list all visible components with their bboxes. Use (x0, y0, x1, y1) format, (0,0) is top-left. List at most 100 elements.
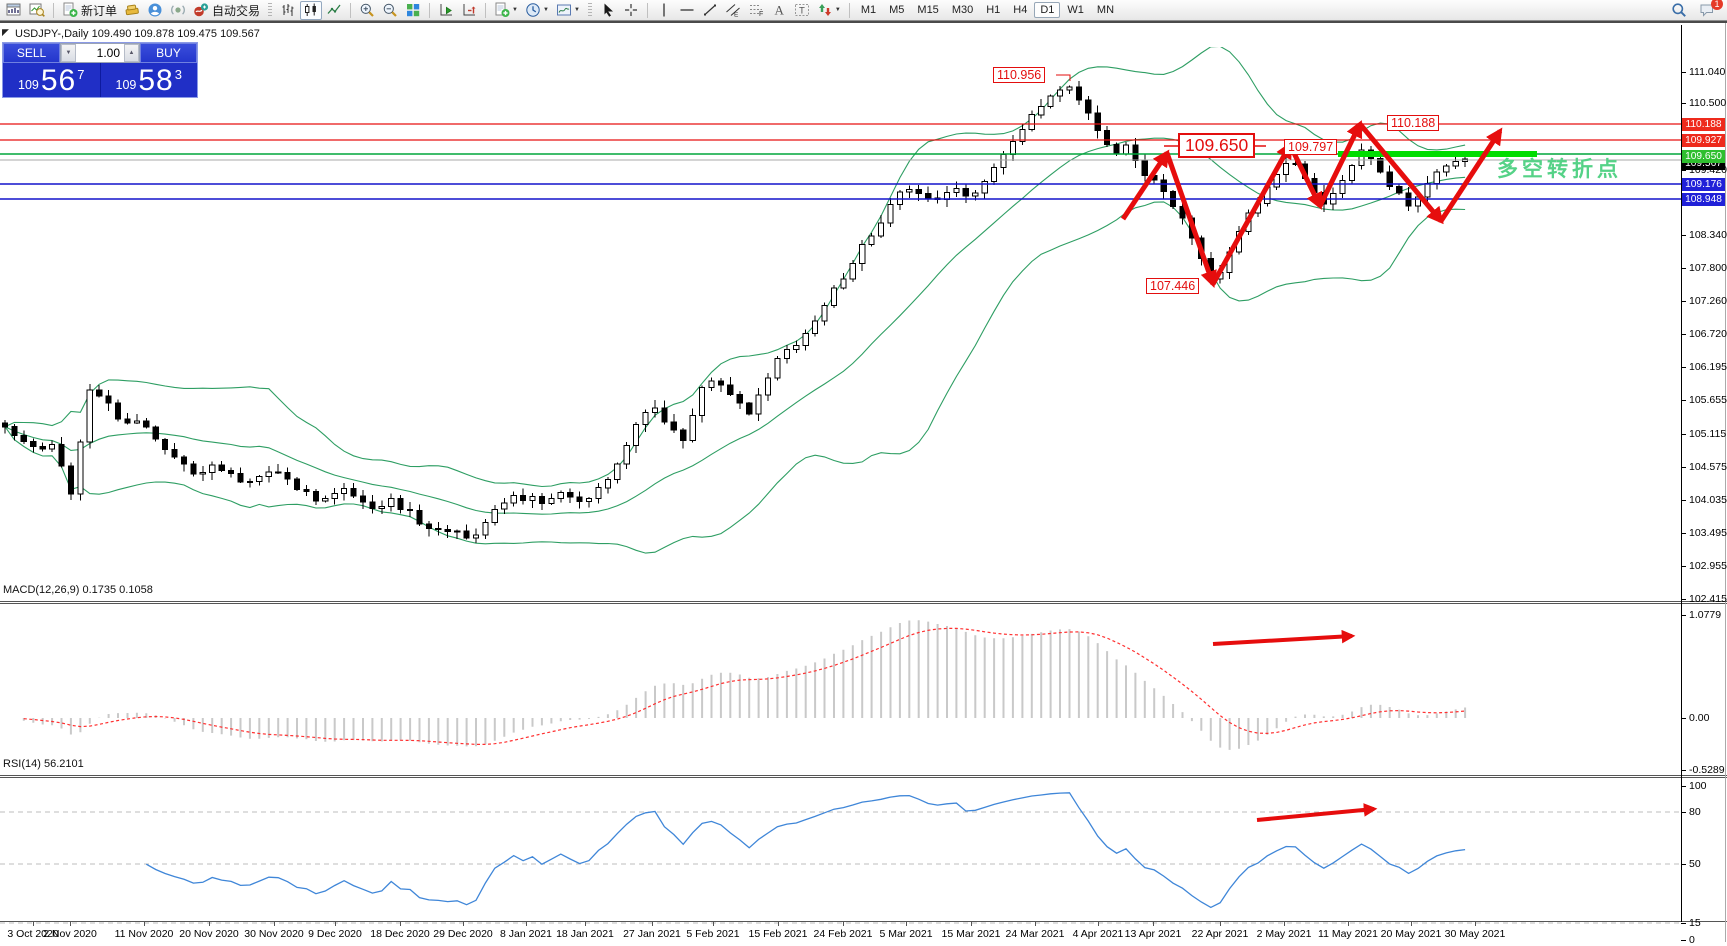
chart-shift-icon[interactable] (458, 1, 480, 20)
vline-tool-icon[interactable] (653, 1, 675, 20)
volume-decrease-button[interactable]: ▼ (61, 44, 76, 62)
chart-shift-icon (461, 2, 477, 18)
bollinger-bands (4, 47, 1466, 554)
price-label-110.188[interactable]: 110.188 (1387, 115, 1440, 131)
x-axis-tickmark (1220, 922, 1221, 926)
toolbar-drag-handle[interactable] (268, 2, 273, 18)
buy-button[interactable]: BUY (140, 43, 197, 63)
x-axis-date-label: 8 Jan 2021 (500, 928, 552, 940)
trendline-tool-icon[interactable] (699, 1, 721, 20)
community-icon[interactable] (144, 1, 166, 20)
timeframe-d1-button[interactable]: D1 (1034, 2, 1061, 18)
chevron-down-icon[interactable]: ▼ (573, 7, 580, 13)
timeframe-h1-button[interactable]: H1 (986, 4, 1001, 16)
x-axis-tickmark (971, 922, 972, 926)
x-axis-date-label: 2 May 2021 (1256, 928, 1312, 940)
x-axis-date-label: 5 Feb 2021 (686, 928, 740, 940)
y-axis-tickmark (1681, 812, 1686, 813)
macd-trend-arrow[interactable] (1212, 629, 1356, 646)
cursor-icon[interactable] (597, 1, 619, 20)
sell-price[interactable]: 109 56 7 (3, 63, 101, 97)
periods-icon[interactable]: ▼ (522, 1, 552, 20)
new-order-button[interactable]: 新订单 (59, 1, 120, 20)
label-tool-icon[interactable]: T (791, 1, 813, 20)
sell-button[interactable]: SELL (3, 43, 60, 63)
x-axis-tickmark (1284, 922, 1285, 926)
price-label-109.797[interactable]: 109.797 (1284, 139, 1338, 155)
periods-icon (525, 2, 541, 18)
pane-separators[interactable] (0, 601, 1727, 922)
chevron-down-icon[interactable]: ▼ (542, 7, 549, 13)
x-axis-tickmark (274, 922, 275, 926)
crosshair-icon[interactable] (620, 1, 642, 20)
volume-increase-button[interactable]: ▲ (124, 44, 139, 62)
auto-scroll-icon[interactable] (435, 1, 457, 20)
timeframe-w1-button[interactable]: W1 (1067, 4, 1084, 16)
y-axis-tick-label: 105.115 (1689, 428, 1727, 440)
bollinger-upper (4, 47, 1466, 488)
toolbar-drag-handle[interactable] (587, 2, 592, 18)
channel-tool-icon[interactable]: E (722, 1, 744, 20)
toolbar-right-group: 1 (1668, 0, 1724, 20)
timeframe-m30-button[interactable]: M30 (951, 4, 974, 16)
chart-window[interactable]: ◤ USDJPY-,Daily 109.490 109.878 109.475 … (0, 23, 1727, 946)
signals-icon (170, 2, 186, 18)
cursor-icon (600, 2, 616, 18)
tile-windows-icon[interactable] (402, 1, 424, 20)
timeframe-m5-button[interactable]: M5 (889, 4, 905, 16)
timeframe-m15-button[interactable]: M15 (917, 4, 939, 16)
chevron-down-icon[interactable]: ▼ (834, 7, 841, 13)
text-tool-icon[interactable]: A (768, 1, 790, 20)
x-axis-tickmark (1475, 922, 1476, 926)
fibo-tool-icon[interactable]: F (745, 1, 767, 20)
autotrading-button[interactable]: 自动交易 (190, 1, 263, 20)
x-axis-date-label: 30 May 2021 (1444, 928, 1506, 940)
price-chart-svg[interactable] (0, 23, 1727, 942)
x-axis-date-label: 18 Dec 2020 (370, 928, 430, 940)
zoom-out-icon[interactable] (379, 1, 401, 20)
price-label-110.956[interactable]: 110.956 (993, 67, 1046, 83)
x-axis-tickmark (463, 922, 464, 926)
timeframe-m1-button[interactable]: M1 (860, 4, 877, 16)
price-label-107.446[interactable]: 107.446 (1146, 278, 1200, 294)
chart-window-icon (6, 2, 22, 18)
templates-icon[interactable]: ▼ (553, 1, 583, 20)
x-axis-date-label: 5 Mar 2021 (879, 928, 933, 940)
price-label-109.650[interactable]: 109.650 (1178, 133, 1256, 158)
indicators-icon[interactable]: ▼ (491, 1, 521, 20)
new-order-button-label: 新订单 (81, 3, 118, 18)
timeframe-h4-button[interactable]: H4 (1013, 4, 1028, 16)
chevron-down-icon[interactable]: ▼ (512, 7, 518, 13)
macd-pane (22, 620, 1467, 750)
deposit-icon[interactable] (121, 1, 143, 20)
search-icon[interactable] (1668, 1, 1690, 20)
macd-indicator-label: MACD(12,26,9) 0.1735 0.1058 (3, 584, 153, 596)
signals-icon[interactable] (167, 1, 189, 20)
bollinger-lower (4, 201, 1466, 554)
candle-chart-icon[interactable] (300, 0, 323, 20)
thick-green-segment[interactable] (1338, 151, 1537, 157)
shapes-tool-icon[interactable]: ▼ (814, 1, 844, 20)
zoom-in-icon[interactable] (356, 1, 378, 20)
hline-tool-icon[interactable] (676, 1, 698, 20)
hline-tool-icon (679, 2, 695, 18)
x-axis-date-label: 13 Apr 2021 (1124, 928, 1182, 940)
line-chart-icon[interactable] (323, 1, 345, 20)
bar-chart-icon[interactable] (277, 1, 299, 20)
y-axis-tickmark (1681, 500, 1686, 501)
trend-zigzag-arrows[interactable] (1120, 120, 1503, 289)
volume-input[interactable] (76, 44, 124, 62)
x-axis-tickmark (33, 922, 34, 926)
chart-window-icon[interactable] (3, 1, 25, 20)
timeframe-mn-button[interactable]: MN (1096, 4, 1115, 16)
channel-tool-icon: E (725, 2, 741, 18)
x-axis-date-label: 24 Mar 2021 (1005, 928, 1065, 940)
rsi-trend-arrow[interactable] (1256, 803, 1378, 822)
rsi-indicator-label: RSI(14) 56.2101 (3, 758, 84, 770)
crosshair-icon (623, 2, 639, 18)
profiles-icon[interactable] (26, 1, 48, 20)
doc-plus (62, 2, 78, 18)
notifications-icon[interactable]: 1 (1696, 0, 1723, 20)
buy-price[interactable]: 109 58 3 (101, 63, 198, 97)
x-axis-date-label: 24 Feb 2021 (813, 928, 873, 940)
